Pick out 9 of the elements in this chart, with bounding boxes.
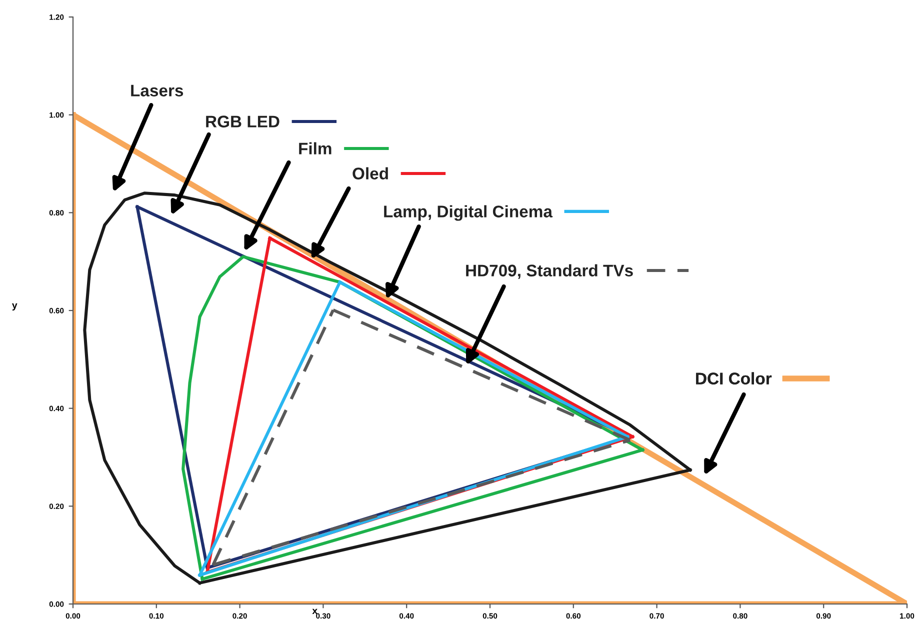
legend-label: RGB LED xyxy=(206,116,280,128)
y-axis-title: y xyxy=(12,303,18,310)
legend-label: HD709, Standard TVs xyxy=(466,264,633,279)
legend-label: Oled xyxy=(352,167,388,180)
legend-label: Film xyxy=(299,142,332,154)
legend-label: Lamp, Digital Cinema xyxy=(384,205,553,221)
annotation: Lasers xyxy=(131,84,184,96)
legend-label: DCI Color xyxy=(696,372,772,384)
x-axis-title: x xyxy=(312,608,318,614)
